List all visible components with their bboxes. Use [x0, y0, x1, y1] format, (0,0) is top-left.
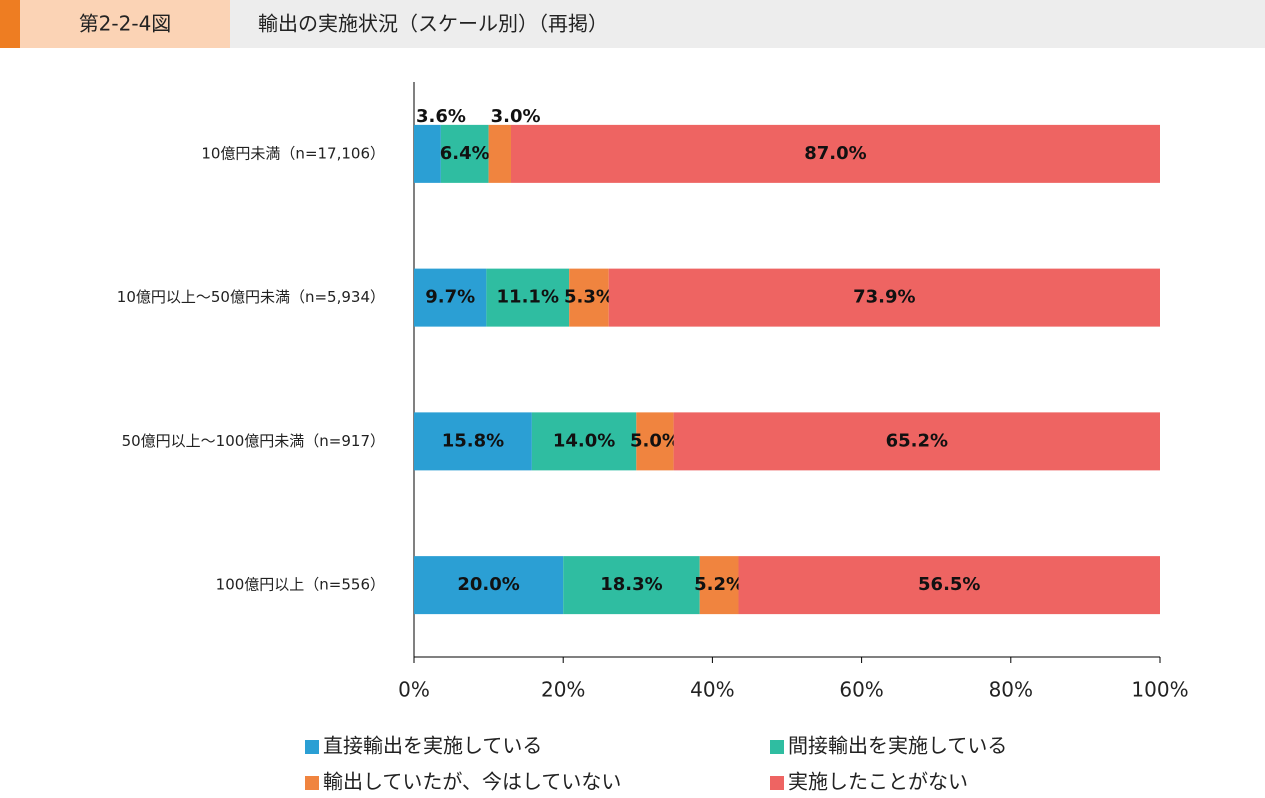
data-label: 65.2%	[886, 430, 948, 451]
data-label: 14.0%	[553, 430, 615, 451]
data-label: 9.7%	[425, 287, 475, 308]
x-tick-label: 100%	[1131, 678, 1188, 702]
y-tick-label: 100億円以上（n=556）	[216, 576, 385, 594]
bar-segment	[563, 556, 700, 615]
data-label: 5.3%	[564, 287, 614, 308]
data-label: 73.9%	[853, 287, 915, 308]
data-label: 5.2%	[694, 574, 744, 595]
data-label: 56.5%	[918, 574, 980, 595]
chart-title: 輸出の実施状況（スケール別）（再掲）	[258, 12, 608, 36]
data-label: 15.8%	[442, 430, 504, 451]
bar-segment	[608, 268, 1160, 327]
bar-segment	[636, 412, 674, 471]
bar-segment	[440, 124, 489, 183]
data-label: 11.1%	[497, 287, 559, 308]
legend-swatch	[770, 740, 784, 754]
legend-label: 間接輸出を実施している	[788, 734, 1007, 758]
data-label: 87.0%	[804, 143, 866, 164]
figure-label: 第2-2-4図	[79, 12, 172, 36]
x-tick-label: 60%	[839, 678, 883, 702]
x-tick-label: 20%	[541, 678, 585, 702]
data-label: 6.4%	[440, 143, 490, 164]
legend-label: 輸出していたが、今はしていない	[323, 770, 621, 794]
data-label: 5.0%	[630, 430, 680, 451]
bar-segment	[699, 556, 739, 615]
bar-segment	[414, 268, 487, 327]
y-tick-label: 10億円以上～50億円未満（n=5,934）	[117, 288, 385, 306]
bar-segment	[569, 268, 609, 327]
header-label-box	[20, 0, 230, 48]
bar-segment	[510, 124, 1161, 183]
bar-segment	[673, 412, 1160, 471]
x-tick-label: 80%	[989, 678, 1033, 702]
data-label: 18.3%	[600, 574, 662, 595]
bar-segment	[531, 412, 637, 471]
legend-swatch	[305, 740, 319, 754]
legend-swatch	[305, 776, 319, 790]
bar-segment	[414, 412, 532, 471]
legend-swatch	[770, 776, 784, 790]
data-label: 3.0%	[491, 106, 541, 127]
bar-segment	[414, 556, 564, 615]
x-tick-label: 40%	[690, 678, 734, 702]
x-tick-label: 0%	[398, 678, 430, 702]
legend-label: 直接輸出を実施している	[323, 734, 542, 758]
bar-segment	[414, 124, 441, 183]
bar-segment	[486, 268, 570, 327]
y-tick-label: 50億円以上～100億円未満（n=917）	[122, 432, 385, 450]
header-accent	[0, 0, 20, 48]
data-label: 20.0%	[457, 574, 519, 595]
legend-label: 実施したことがない	[788, 770, 968, 794]
data-label: 3.6%	[416, 106, 466, 127]
bar-segment	[488, 124, 511, 183]
y-tick-label: 10億円未満（n=17,106）	[201, 144, 385, 162]
bar-segment	[738, 556, 1160, 615]
